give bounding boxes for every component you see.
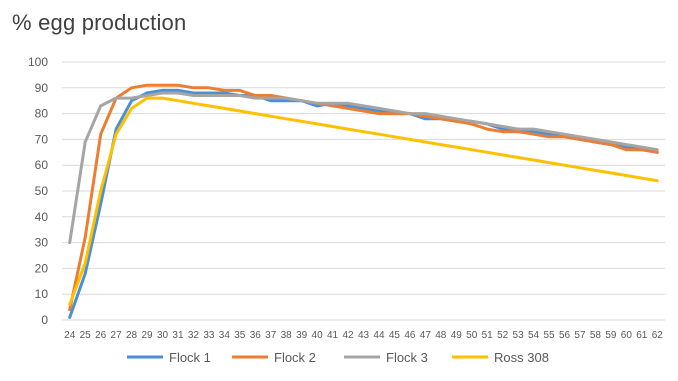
y-tick-label: 70 — [35, 132, 49, 146]
x-tick-label: 28 — [126, 330, 138, 341]
x-tick-label: 54 — [528, 330, 540, 341]
x-tick-label: 62 — [652, 330, 664, 341]
x-tick-label: 48 — [435, 330, 447, 341]
y-tick-label: 20 — [35, 261, 49, 275]
x-tick-label: 24 — [64, 330, 76, 341]
x-tick-label: 47 — [420, 330, 432, 341]
series-lines — [68, 83, 659, 319]
x-tick-label: 32 — [188, 330, 200, 341]
series-line-flock-3 — [68, 91, 659, 245]
x-tick-label: 25 — [80, 330, 92, 341]
x-tick-label: 26 — [95, 330, 107, 341]
x-tick-label: 51 — [482, 330, 494, 341]
x-tick-label: 58 — [590, 330, 602, 341]
legend-label: Flock 3 — [386, 350, 428, 365]
x-tick-label: 52 — [497, 330, 509, 341]
x-tick-label: 56 — [559, 330, 571, 341]
y-tick-label: 90 — [35, 81, 49, 95]
x-tick-label: 41 — [327, 330, 339, 341]
y-tick-label: 0 — [41, 313, 48, 327]
x-tick-label: 33 — [203, 330, 215, 341]
x-tick-label: 60 — [621, 330, 633, 341]
x-tick-label: 53 — [513, 330, 525, 341]
x-tick-label: 61 — [636, 330, 648, 341]
legend-label: Flock 2 — [274, 350, 316, 365]
legend-label: Flock 1 — [169, 350, 211, 365]
legend-item: Flock 3 — [344, 350, 428, 365]
x-tick-label: 55 — [543, 330, 555, 341]
x-tick-label: 31 — [172, 330, 184, 341]
x-tick-label: 35 — [234, 330, 246, 341]
x-tick-label: 59 — [605, 330, 617, 341]
x-tick-label: 43 — [358, 330, 370, 341]
x-tick-label: 42 — [342, 330, 354, 341]
x-tick-label: 37 — [265, 330, 277, 341]
legend-item: Flock 2 — [232, 350, 316, 365]
y-tick-label: 10 — [35, 287, 49, 301]
y-tick-label: 100 — [28, 55, 48, 69]
x-tick-label: 46 — [404, 330, 416, 341]
y-axis-ticks: 0 10 20 30 40 50 60 70 80 90 100 — [28, 55, 48, 327]
x-tick-label: 34 — [219, 330, 231, 341]
x-tick-label: 38 — [281, 330, 293, 341]
series-line-flock-2 — [68, 83, 659, 312]
y-tick-label: 40 — [35, 210, 49, 224]
x-tick-label: 30 — [157, 330, 169, 341]
chart-title: % egg production — [12, 10, 187, 35]
y-tick-label: 50 — [35, 184, 49, 198]
x-tick-label: 49 — [451, 330, 463, 341]
x-axis-ticks: 24 25 26 27 28 29 30 31 32 33 34 35 36 37 38 39 40 41 42 43… — [64, 330, 663, 341]
x-tick-label: 27 — [111, 330, 123, 341]
legend-item: Ross 308 — [452, 350, 549, 365]
x-tick-label: 57 — [574, 330, 586, 341]
x-tick-label: 40 — [312, 330, 324, 341]
legend-label: Ross 308 — [494, 350, 549, 365]
x-tick-label: 44 — [373, 330, 385, 341]
legend-item: Flock 1 — [127, 350, 211, 365]
y-tick-label: 30 — [35, 236, 49, 250]
x-tick-label: 39 — [296, 330, 308, 341]
x-tick-label: 36 — [250, 330, 262, 341]
y-tick-label: 80 — [35, 107, 49, 121]
series-line-ross-308 — [68, 96, 659, 306]
y-tick-label: 60 — [35, 158, 49, 172]
legend: Flock 1 Flock 2 Flock 3 Ross 308 — [127, 350, 549, 365]
x-tick-label: 50 — [466, 330, 478, 341]
gridlines — [62, 61, 665, 321]
x-tick-label: 29 — [141, 330, 153, 341]
x-tick-label: 45 — [389, 330, 401, 341]
series-line-flock-1 — [68, 88, 659, 319]
